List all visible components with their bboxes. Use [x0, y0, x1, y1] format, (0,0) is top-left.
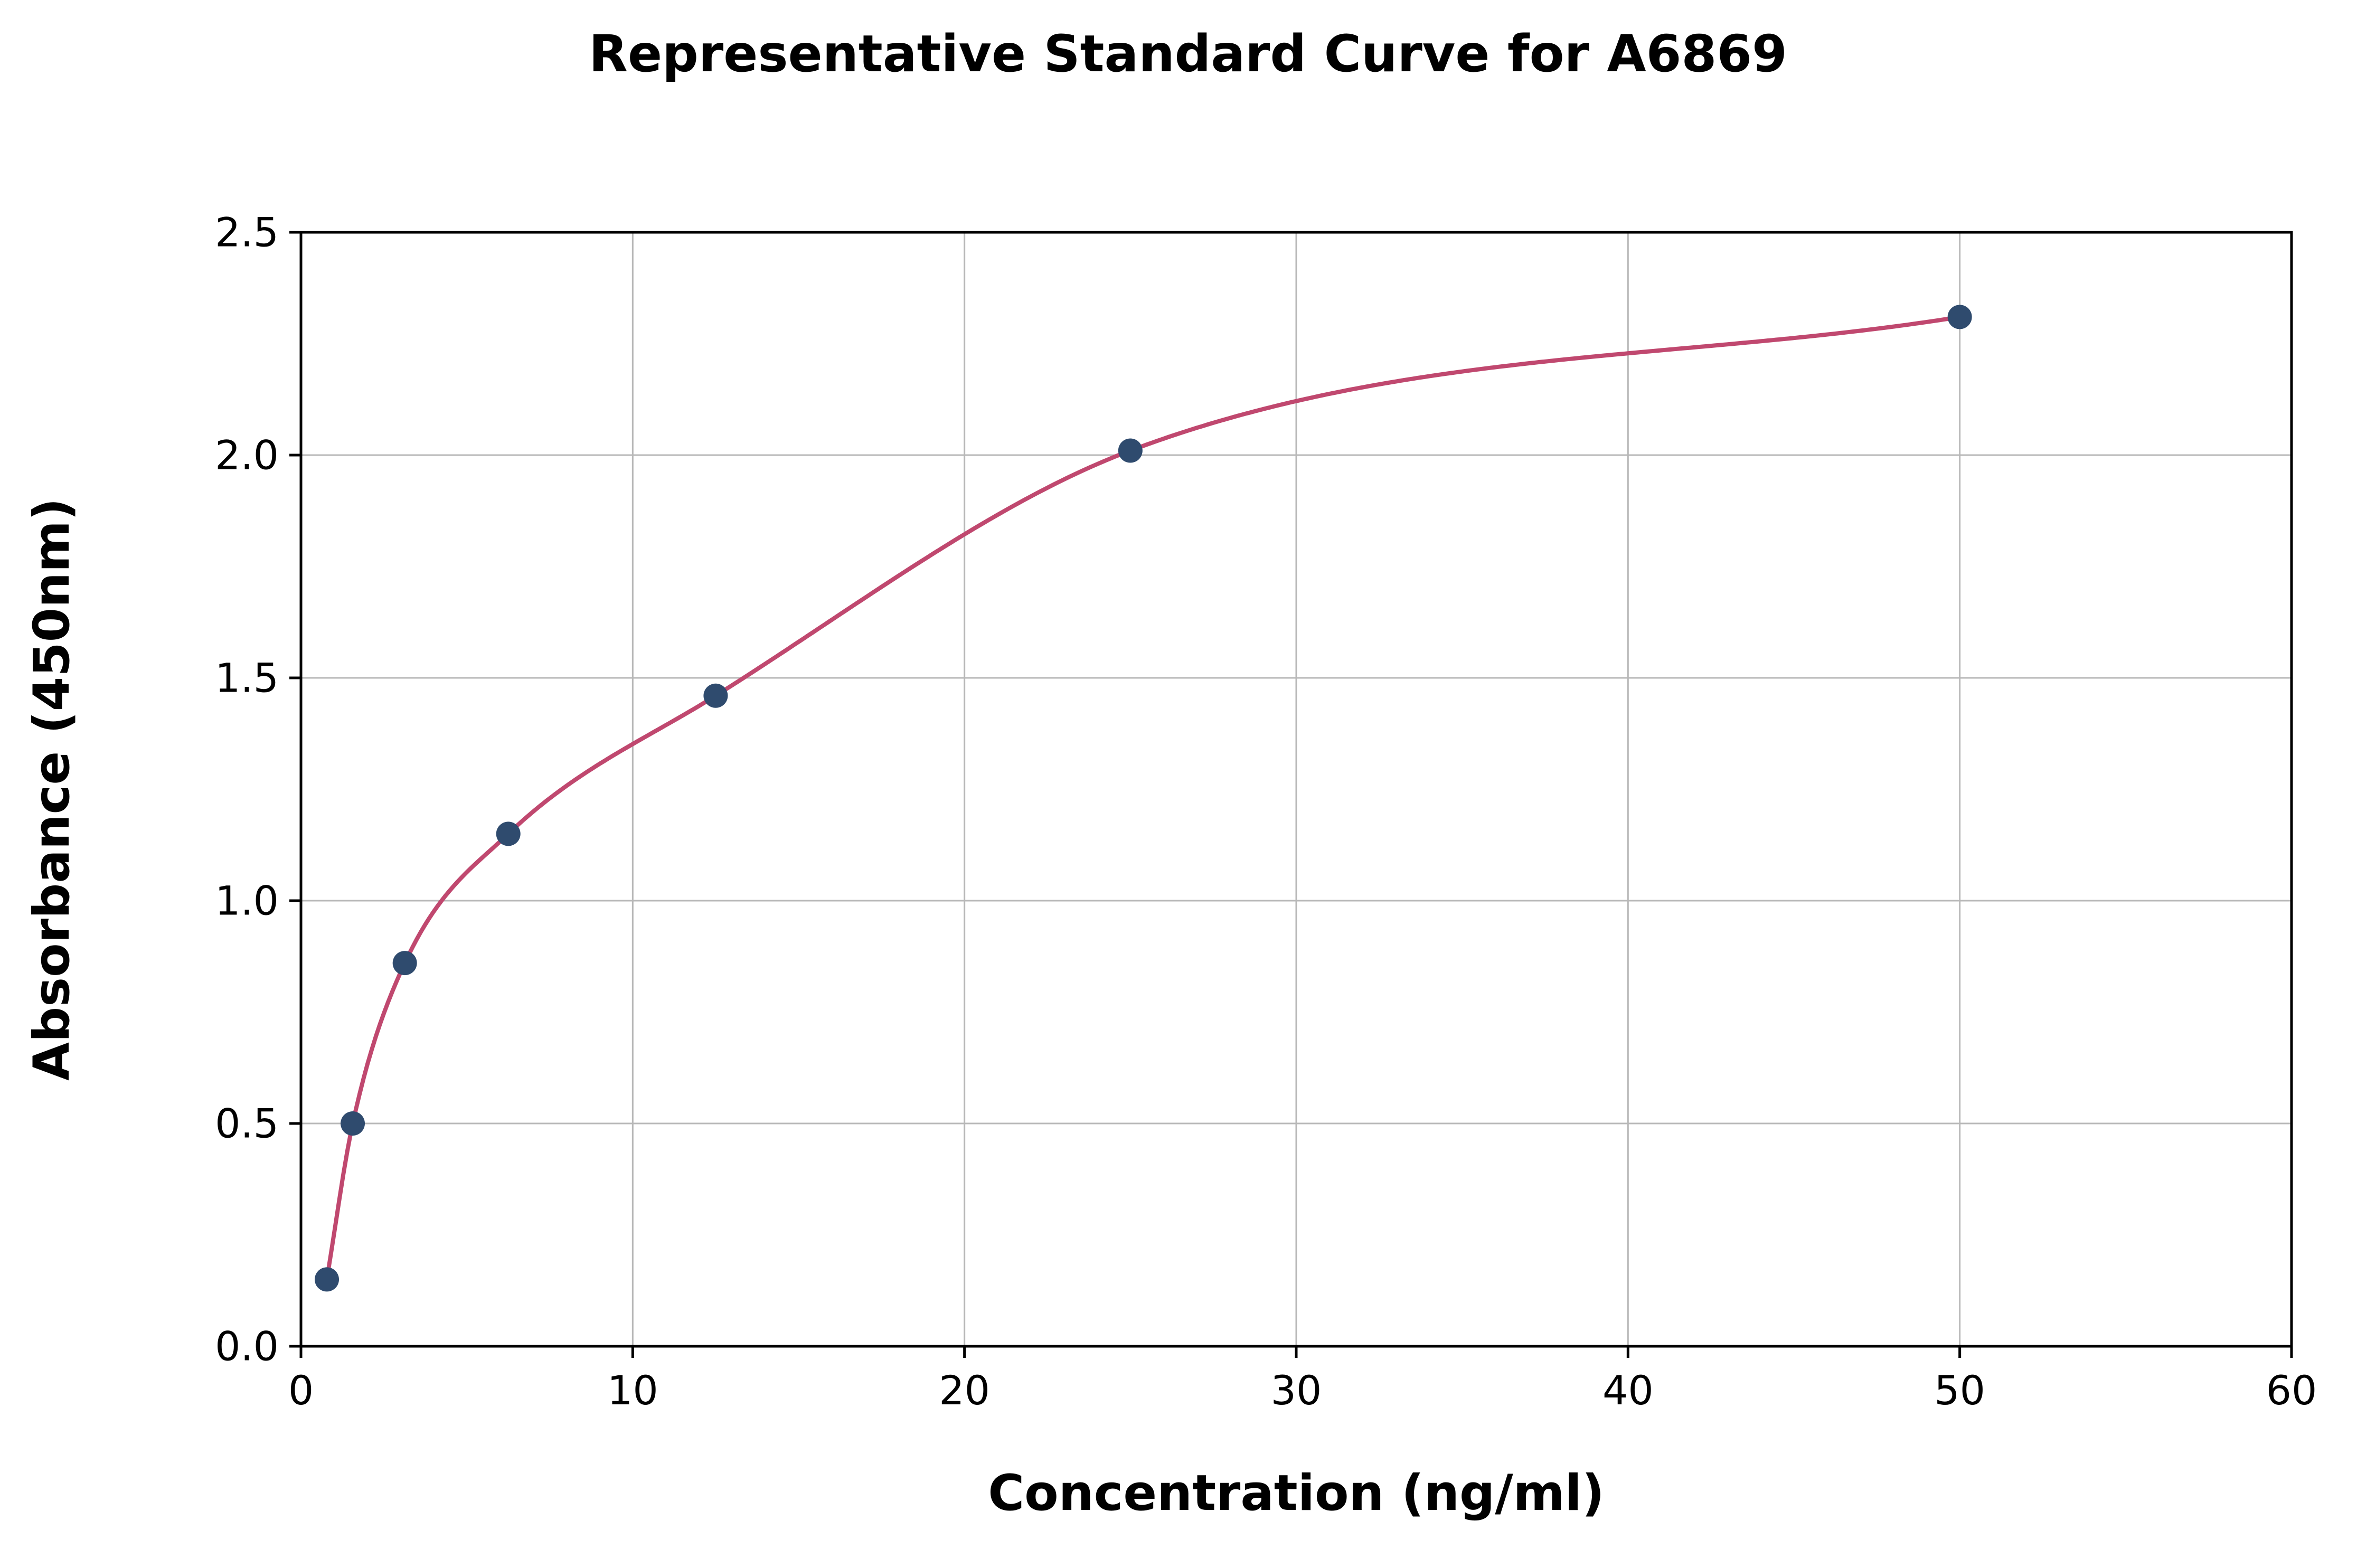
fit-curve — [325, 315, 1962, 1282]
y-axis-label: Absorbance (450nm) — [23, 498, 81, 1081]
data-point — [703, 683, 728, 708]
x-tick-label: 0 — [288, 1367, 314, 1414]
x-tick-label: 10 — [607, 1367, 658, 1414]
y-tick-label: 2.5 — [215, 209, 279, 256]
y-tick-label: 0.0 — [215, 1323, 279, 1370]
x-tick-label: 40 — [1602, 1367, 1654, 1414]
chart-title: Representative Standard Curve for A6869 — [589, 24, 1787, 83]
x-tick-label: 50 — [1934, 1367, 1985, 1414]
data-point — [341, 1111, 365, 1136]
data-series-layer — [315, 305, 1972, 1292]
x-axis-label: Concentration (ng/ml) — [988, 1465, 1605, 1522]
x-tick-label: 20 — [939, 1367, 990, 1414]
data-point — [315, 1267, 340, 1292]
tick-labels-layer: 0 10 20 30 40 50 60 0.0 0.5 1.0 1.5 2.0 2.5 — [215, 209, 2317, 1414]
data-point — [1947, 305, 1972, 329]
y-tick-label: 1.5 — [215, 655, 279, 702]
data-point — [1118, 438, 1143, 463]
data-point — [496, 821, 521, 846]
x-tick-label: 60 — [2266, 1367, 2317, 1414]
y-tick-label: 0.5 — [215, 1100, 279, 1147]
x-tick-label: 30 — [1271, 1367, 1322, 1414]
tick-marks-layer — [289, 231, 2293, 1358]
y-tick-label: 1.0 — [215, 877, 279, 924]
data-point — [392, 951, 417, 976]
y-tick-label: 2.0 — [215, 432, 279, 479]
